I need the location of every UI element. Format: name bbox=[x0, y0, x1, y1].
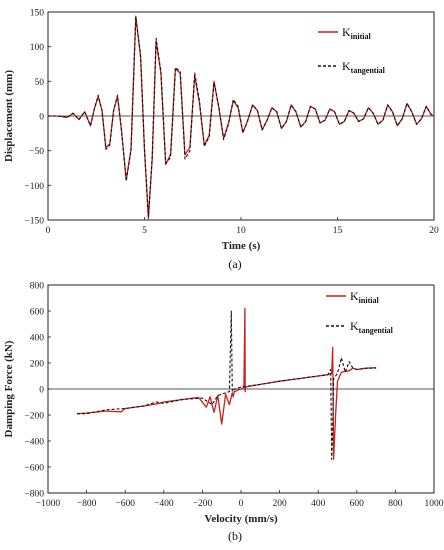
legend-b: Kinitial Ktangential bbox=[326, 289, 394, 335]
x-tick-label: −600 bbox=[115, 499, 135, 509]
legend-label-initial: Kinitial bbox=[342, 25, 371, 41]
x-axis-title-a: Time (s) bbox=[222, 240, 261, 252]
y-axis-title-b: Damping Force (kN) bbox=[3, 340, 15, 437]
series-line-initial bbox=[76, 307, 377, 460]
x-tick-label: 5 bbox=[142, 226, 147, 236]
legend-label-tangential: Ktangential bbox=[350, 319, 394, 335]
legend-label-tangential: Ktangential bbox=[342, 59, 386, 75]
x-tick-label: −800 bbox=[77, 499, 97, 509]
y-tick-label: 50 bbox=[35, 78, 45, 88]
y-tick-label: 600 bbox=[30, 308, 45, 318]
x-axis-title-b: Velocity (mm/s) bbox=[204, 513, 278, 525]
panel-label-b: (b) bbox=[228, 529, 242, 543]
x-tick-label: 10 bbox=[236, 226, 246, 236]
legend-a: Kinitial Ktangential bbox=[318, 25, 386, 75]
x-tick-label: −200 bbox=[193, 499, 213, 509]
x-tick-label: 1000 bbox=[425, 499, 444, 509]
y-tick-label: −50 bbox=[29, 147, 44, 157]
y-tick-label: 800 bbox=[30, 282, 45, 292]
x-tick-label: 200 bbox=[272, 499, 287, 509]
damping-force-velocity-chart: −1000 −800 −600 −400 −200 0 200 400 600 800 1000−8… bbox=[3, 282, 444, 544]
y-tick-label: 100 bbox=[30, 43, 45, 53]
series-line-tangential bbox=[48, 16, 435, 218]
y-tick-label: 400 bbox=[30, 334, 45, 344]
series-line-initial bbox=[48, 15, 435, 220]
y-tick-label: 0 bbox=[39, 113, 44, 123]
y-tick-label: 0 bbox=[39, 386, 44, 396]
x-tick-label: 15 bbox=[333, 226, 343, 236]
x-tick-label: 800 bbox=[388, 499, 403, 509]
y-tick-label: −600 bbox=[24, 464, 44, 474]
y-axis-title-a: Displacement (mm) bbox=[3, 70, 15, 162]
y-tick-label: −100 bbox=[24, 182, 44, 192]
displacement-time-chart: 0 5 10 15 20 −150 −100 −50 0 50 100 150 Time (s) Di… bbox=[3, 9, 439, 272]
series-line-tangential bbox=[77, 310, 377, 460]
legend-label-initial: Kinitial bbox=[350, 289, 379, 305]
y-tick-label: −400 bbox=[24, 438, 44, 448]
x-tick-label: −1000 bbox=[36, 499, 61, 509]
y-tick-label: −800 bbox=[24, 490, 44, 500]
x-tick-label: −400 bbox=[154, 499, 174, 509]
panel-label-a: (a) bbox=[228, 257, 241, 271]
x-tick-label: 20 bbox=[429, 226, 439, 236]
x-tick-label: 0 bbox=[46, 226, 51, 236]
y-tick-label: 150 bbox=[30, 9, 45, 19]
y-tick-label: 200 bbox=[30, 360, 45, 370]
x-tick-label: 600 bbox=[350, 499, 365, 509]
x-tick-label: 400 bbox=[311, 499, 326, 509]
y-tick-label: −150 bbox=[24, 217, 44, 227]
y-tick-label: −200 bbox=[24, 412, 44, 422]
x-tick-label: 0 bbox=[239, 499, 244, 509]
